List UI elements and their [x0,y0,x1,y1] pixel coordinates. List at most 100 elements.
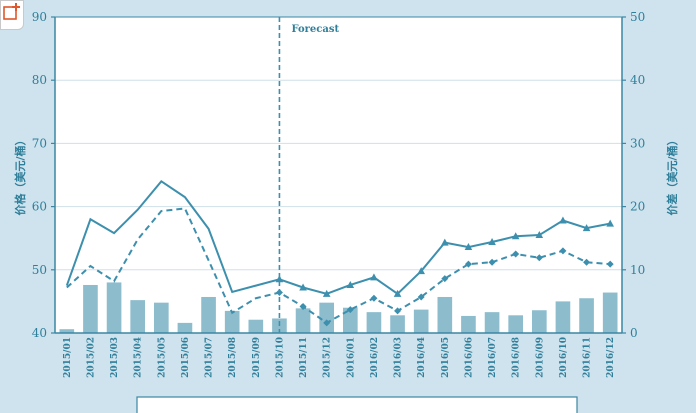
triangle-marker [370,273,378,281]
bar-2015/06 [177,322,193,333]
category-label: 2015/04 [134,337,144,378]
triangle-marker [275,275,284,283]
left-tick-label: 50 [32,263,47,277]
triangle-marker [417,267,425,275]
category-label: 2015/08 [228,337,238,378]
left-tick-label: 70 [32,136,47,150]
bar-2016/10 [555,301,571,333]
category-label: 2016/01 [346,337,356,378]
bar-2016/02 [366,312,382,333]
category-label: 2015/06 [181,337,191,378]
diamond-marker [394,307,402,315]
category-label: 2016/12 [606,337,616,378]
category-label: 2015/10 [275,337,285,378]
bar-2016/04 [413,309,429,333]
axes [51,16,626,334]
category-label: 2015/03 [110,337,120,378]
bar-2016/03 [390,315,405,333]
category-label: 2016/11 [583,337,593,378]
triangle-marker [606,219,614,227]
diamond-marker [346,306,354,314]
bar-2015/08 [224,310,240,333]
right-tick-label: 30 [630,136,645,150]
triangle-marker [511,232,520,240]
diamond-marker [323,319,331,327]
bar-2015/12 [319,302,335,333]
triangle-marker [393,289,402,297]
triangle-marker [346,280,355,288]
bar-2015/01 [59,329,75,333]
bar-2016/01 [342,307,358,333]
triangle-marker [488,237,496,245]
category-label: 2015/11 [299,337,309,378]
category-label: 2015/01 [63,337,73,378]
diamond-marker [559,247,567,255]
left-tick-label: 60 [32,200,47,214]
bar-2015/09 [248,319,264,333]
diamond-marker [606,260,614,268]
category-label: 2015/02 [86,337,96,378]
legend-box [136,396,578,413]
category-label: 2016/09 [535,337,545,378]
bar-2016/09 [531,310,547,333]
diamond-marker [512,250,520,258]
left-tick-label: 80 [32,73,47,87]
bar-2016/07 [484,312,500,333]
diamond-marker [583,258,591,266]
left-tick-label: 90 [32,10,47,24]
bar-2016/12 [602,292,618,333]
right-tick-label: 40 [630,73,645,87]
diamond-marker [535,254,543,262]
triangle-marker [464,243,473,251]
bars-series [59,282,618,333]
bar-2016/08 [508,315,524,333]
category-label: 2016/03 [394,337,404,378]
category-label: 2015/09 [252,337,262,378]
bar-2016/11 [579,298,594,333]
diamond-marker [441,275,449,283]
triangle-marker [535,231,544,239]
forecast-annotation: Forecast [291,24,339,35]
bar-2016/06 [461,315,476,333]
triangle-marker [582,224,591,232]
triangle-marker [441,238,449,246]
triangle-marker [299,283,307,291]
lines-series [65,179,614,327]
category-label: 2015/07 [205,337,215,378]
axis-labels: 40 50 60 70 80 90 0 10 20 30 40 50 2015/01 2015/02 201… [13,10,679,378]
bar-2016/05 [437,296,453,333]
diamond-marker [488,258,496,266]
diamond-marker [370,294,378,302]
bar-2015/03 [106,282,122,333]
line-series-2 [66,207,611,325]
diamond-marker [417,293,425,301]
right-axis-title: 价差（美元/桶） [665,134,679,215]
bar-2015/05 [153,302,169,333]
category-label: 2015/05 [157,337,167,378]
bar-2015/11 [295,308,311,333]
category-label: 2016/04 [417,337,427,378]
diamond-marker [464,260,472,268]
left-tick-label: 40 [32,326,47,340]
right-tick-label: 50 [630,10,645,24]
bar-2015/07 [201,296,216,333]
legend [136,396,578,413]
category-label: 2016/02 [370,337,380,378]
bar-2015/02 [83,284,98,333]
right-tick-label: 0 [630,326,638,340]
bar-2015/04 [130,300,146,333]
right-tick-label: 20 [630,200,645,214]
line-series-1 [65,179,611,296]
diamond-marker [299,302,307,310]
category-label: 2016/08 [512,337,522,378]
add-tab-icon[interactable] [0,0,24,30]
left-axis-title: 价格（美元/桶） [13,134,27,215]
category-label: 2016/06 [464,337,474,378]
right-tick-label: 10 [630,263,645,277]
triangle-marker [559,216,567,224]
category-label: 2016/05 [441,337,451,378]
category-label: 2015/12 [323,337,333,378]
triangle-marker [322,289,331,297]
